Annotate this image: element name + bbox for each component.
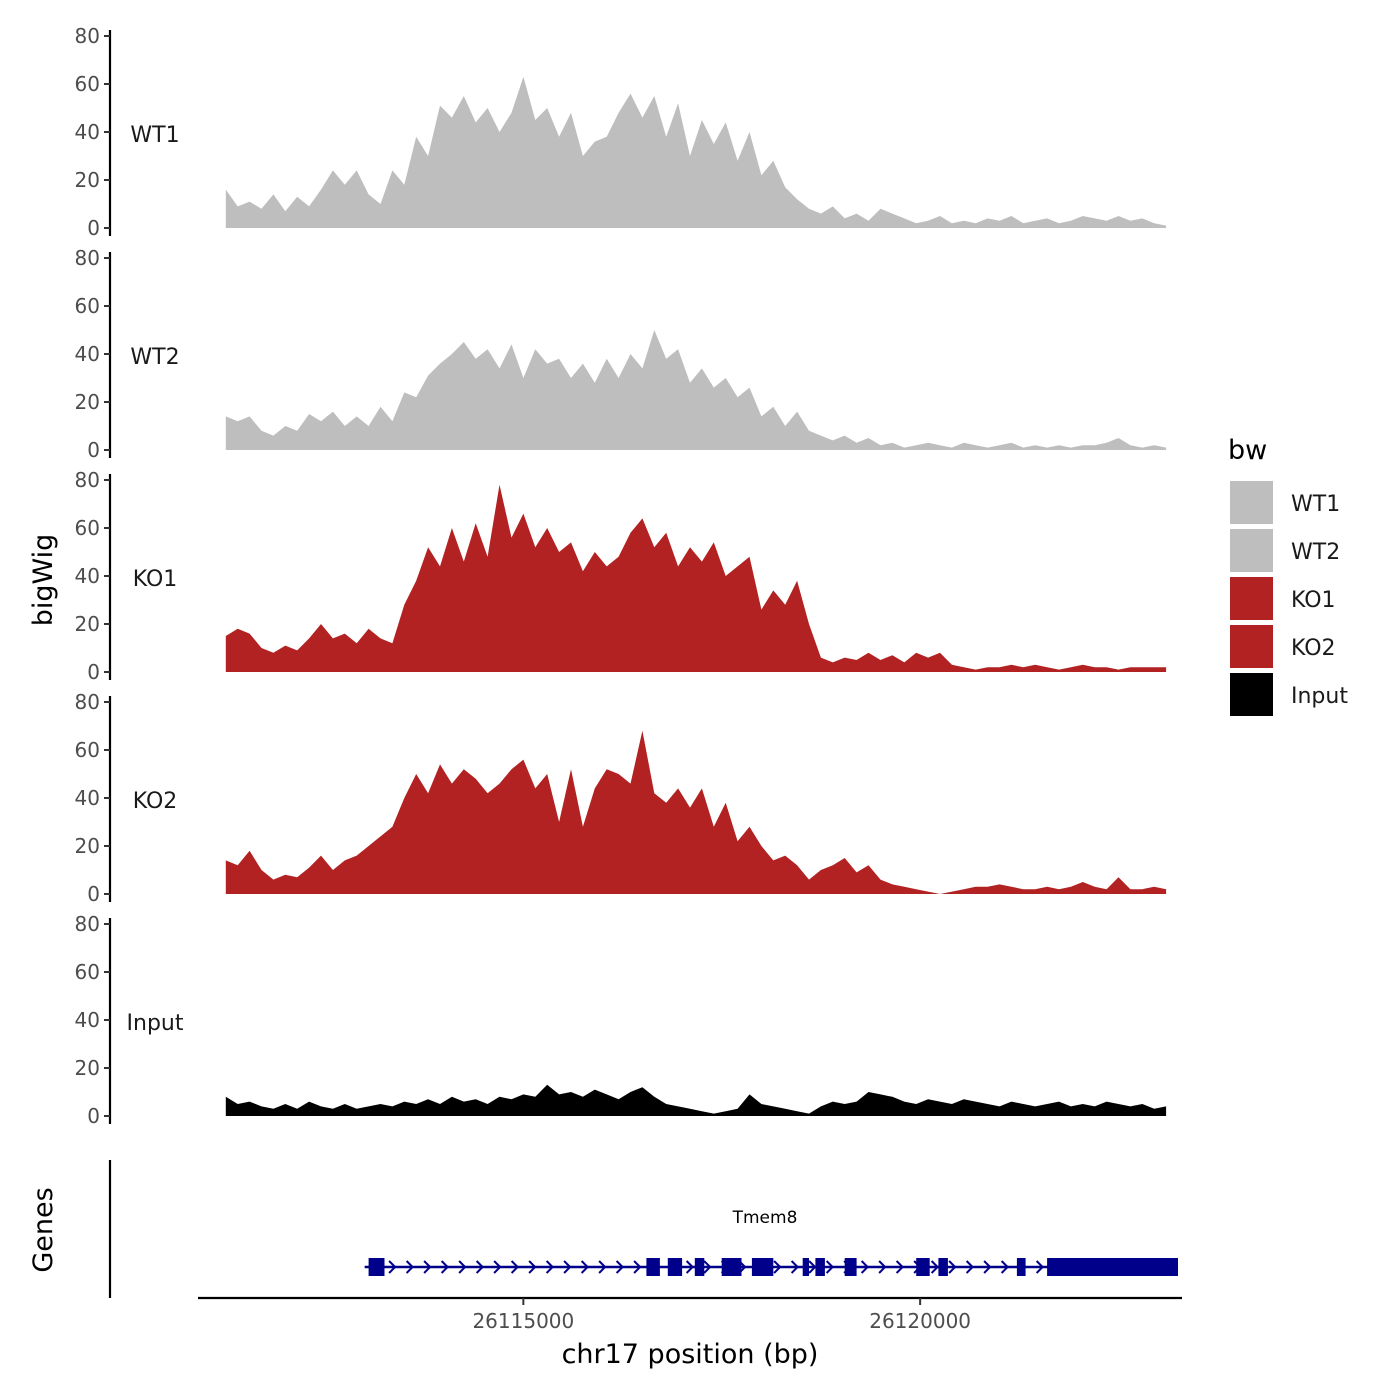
gene-name-label: Tmem8 [732,1208,798,1228]
gene-strand-arrow [1000,1260,1010,1274]
gene-exon [1016,1258,1026,1276]
legend-key-wt2 [1230,529,1273,572]
gene-strand-arrow [423,1260,432,1274]
input-y-tick-label: 40 [75,1008,100,1032]
legend-title: bw [1228,435,1267,466]
wt1-y-tick-label: 60 [75,72,100,96]
gene-strand-arrow [563,1260,572,1274]
gene-strand-arrow [930,1260,940,1274]
gene-strand-arrow [860,1260,870,1274]
legend-label-input: Input [1291,684,1348,709]
wt2-y-tick-label: 80 [75,246,100,270]
legend-key-ko1 [1230,577,1273,620]
gene-exon [802,1258,809,1276]
gene-strand-arrow [825,1260,835,1274]
area-wt1 [225,76,1167,228]
wt2-y-tick-label: 0 [87,438,100,462]
gene-strand-arrow [808,1260,817,1274]
x-tick-label: 26115000 [472,1309,574,1333]
area-ko2 [225,730,1167,894]
x-tick-label: 26120000 [869,1309,971,1333]
legend-key-input [1230,673,1273,716]
input-y-tick-label: 80 [75,912,100,936]
ko2-y-tick-label: 60 [75,738,100,762]
gene-strand-arrow [773,1260,782,1274]
legend-key-ko2 [1230,625,1273,668]
x-axis-title: chr17 position (bp) [562,1339,819,1370]
track-label-wt1: WT1 [130,123,179,148]
input-y-tick-label: 60 [75,960,100,984]
input-y-tick-label: 20 [75,1056,100,1080]
gene-strand-arrow [878,1260,887,1274]
track-label-wt2: WT2 [130,345,179,370]
ko2-y-tick-label: 80 [75,690,100,714]
gene-strand-arrow [510,1260,520,1274]
gene-strand-arrow [685,1260,695,1274]
gene-strand-arrow [633,1260,642,1274]
gene-exon [368,1258,385,1276]
gene-strand-arrow [405,1260,415,1274]
gene-strand-arrow [475,1260,485,1274]
legend-label-ko1: KO1 [1291,588,1336,613]
gene-exon [646,1258,660,1276]
track-label-ko2: KO2 [133,789,178,814]
gene-strand-arrow [528,1260,537,1274]
ko1-y-tick-label: 80 [75,468,100,492]
ko2-y-tick-label: 0 [87,882,100,906]
wt1-y-tick-label: 20 [75,168,100,192]
ko1-y-tick-label: 60 [75,516,100,540]
wt2-y-tick-label: 60 [75,294,100,318]
legend-label-ko2: KO2 [1291,636,1336,661]
wt1-y-tick-label: 0 [87,216,100,240]
gene-strand-arrow [458,1260,467,1274]
wt1-y-tick-label: 40 [75,120,100,144]
area-input [225,1084,1167,1116]
genes-axis-title: Genes [28,1187,59,1272]
gene-exon [938,1258,948,1276]
gene-strand-arrow [790,1260,800,1274]
gene-strand-arrow [580,1260,590,1274]
track-label-input: Input [127,1011,184,1036]
ko2-y-tick-label: 40 [75,786,100,810]
gene-strand-arrow [388,1260,397,1274]
wt2-y-tick-label: 40 [75,342,100,366]
legend-label-wt2: WT2 [1291,540,1340,565]
gene-exon [694,1258,705,1276]
legend-label-wt1: WT1 [1291,492,1340,517]
gene-exon [1047,1258,1178,1276]
gene-exon [916,1258,930,1276]
track-label-ko1: KO1 [133,567,178,592]
gene-exon [751,1258,774,1276]
gene-exon [667,1258,683,1276]
gene-strand-arrow [493,1260,502,1274]
gene-strand-arrow [895,1260,905,1274]
ko1-y-tick-label: 0 [87,660,100,684]
area-ko1 [225,484,1167,672]
gene-strand-arrow [703,1260,712,1274]
gene-strand-arrow [983,1260,992,1274]
wt2-y-tick-label: 20 [75,390,100,414]
ko1-y-tick-label: 40 [75,564,100,588]
area-wt2 [225,330,1167,450]
gene-strand-arrow [440,1260,450,1274]
gene-exon [815,1258,825,1276]
ko1-y-tick-label: 20 [75,612,100,636]
legend-key-wt1 [1230,481,1273,524]
gene-strand-arrow [965,1260,975,1274]
gene-strand-arrow [615,1260,625,1274]
gene-strand-arrow [948,1260,957,1274]
wt1-y-tick-label: 80 [75,24,100,48]
gene-exon [721,1258,742,1276]
gene-exon [844,1258,857,1276]
gene-strand-arrow [598,1260,607,1274]
input-y-tick-label: 0 [87,1104,100,1128]
gene-strand-arrow [545,1260,555,1274]
gene-strand-arrow [1035,1260,1045,1274]
y-axis-title: bigWig [28,534,59,627]
ko2-y-tick-label: 20 [75,834,100,858]
